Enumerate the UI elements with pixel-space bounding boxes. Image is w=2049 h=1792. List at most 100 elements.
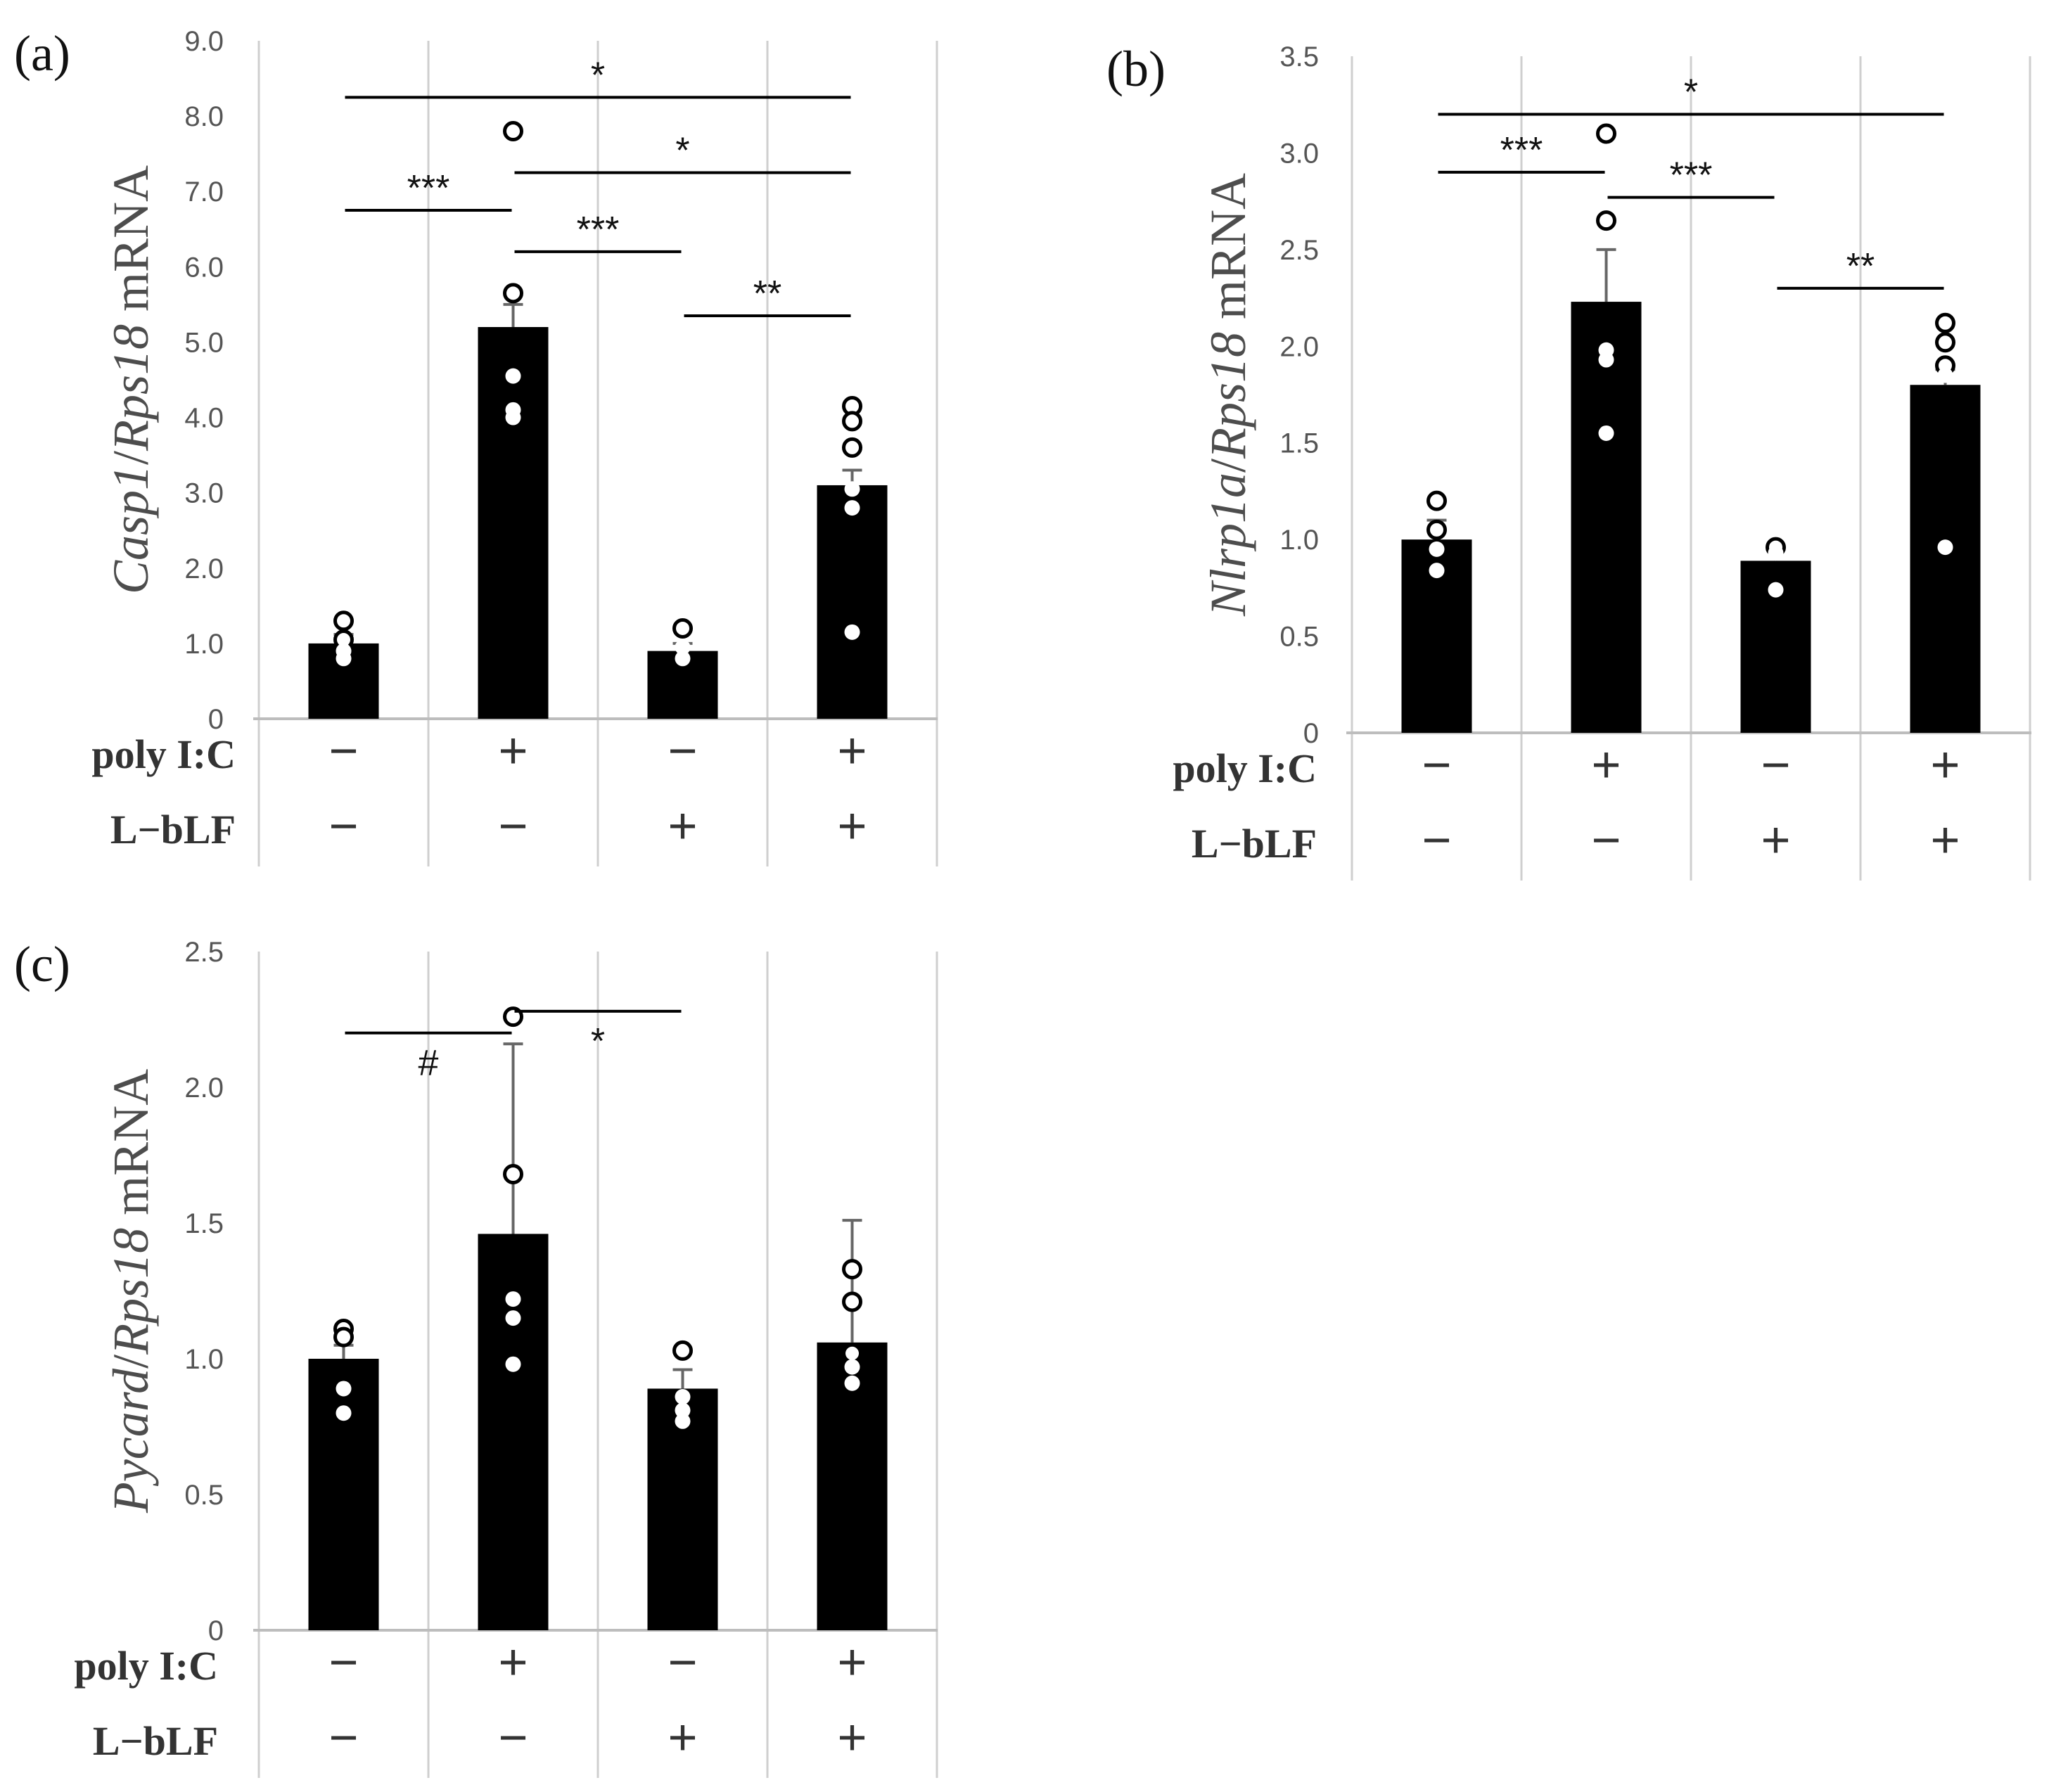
poly-ic-sign: + <box>837 723 867 779</box>
y-axis-label-suffix: mRNA <box>103 1069 159 1228</box>
y-tick-label: 0.5 <box>184 1480 224 1511</box>
y-tick-label: 2.5 <box>184 937 224 968</box>
panel-c-pycard: (c) 0 0.5 1.0 1.5 2.0 2.5 Pycard/Rps18 mRNA # * po… <box>14 936 938 1778</box>
y-tick-label: 3.5 <box>1279 41 1319 72</box>
data-point-filled <box>844 624 860 640</box>
y-axis-label-suffix: mRNA <box>1200 173 1256 332</box>
y-axis-label-gene: Pycard <box>103 1368 159 1513</box>
data-point-filled <box>336 1381 352 1397</box>
significance-label: * <box>675 130 689 171</box>
y-axis-label: Casp1/Rps18 mRNA <box>103 165 159 594</box>
l-blf-sign: + <box>1930 812 1960 869</box>
data-point-filled <box>1598 352 1614 368</box>
l-blf-sign: − <box>1591 812 1621 869</box>
y-tick-label: 1.5 <box>1279 428 1319 459</box>
poly-ic-sign: − <box>668 723 697 779</box>
data-point-filled <box>336 651 352 667</box>
data-point-open <box>503 1164 523 1185</box>
data-point-filled <box>844 1359 860 1375</box>
y-tick-label: 3.0 <box>1279 138 1319 169</box>
significance-label: *** <box>577 210 620 250</box>
y-tick-label: 3.0 <box>184 478 224 509</box>
l-blf-sign: − <box>328 1710 358 1766</box>
significance-label: ** <box>753 274 781 314</box>
significance-label: * <box>1684 72 1698 113</box>
significance-label: * <box>591 1021 605 1062</box>
y-axis-label-gene: Nlrp1a <box>1200 473 1256 617</box>
row-label-poly-ic: poly I:C <box>91 731 236 777</box>
poly-ic-sign: − <box>1422 737 1451 793</box>
data-point-filled <box>1937 367 1953 383</box>
y-tick-label: 8.0 <box>184 101 224 132</box>
bar <box>308 1359 379 1630</box>
l-blf-sign: + <box>668 1710 697 1766</box>
data-point-open <box>672 1340 693 1361</box>
data-point-filled <box>1768 582 1784 598</box>
data-point-filled <box>336 1405 352 1421</box>
poly-ic-sign: − <box>328 723 358 779</box>
l-blf-sign: + <box>668 798 697 855</box>
data-point-open <box>1426 490 1447 511</box>
data-point-filled <box>1937 539 1953 556</box>
y-axis-label-gene: Casp1 <box>103 465 159 594</box>
data-point-open <box>842 437 862 458</box>
data-point-filled <box>844 1375 860 1391</box>
y-tick-label: 5.0 <box>184 327 224 358</box>
data-point-filled <box>675 651 691 667</box>
l-blf-sign: + <box>837 798 867 855</box>
y-tick-label: 2.0 <box>184 1073 224 1103</box>
y-tick-label: 2.0 <box>1279 331 1319 362</box>
data-point-filled <box>844 481 860 497</box>
y-axis-label-reference: Rps18 <box>1200 332 1256 459</box>
poly-ic-sign: − <box>328 1634 358 1691</box>
l-blf-sign: + <box>1761 812 1790 869</box>
row-label-poly-ic: poly I:C <box>74 1643 218 1689</box>
y-tick-label: 0 <box>1303 718 1319 749</box>
data-point-filled <box>1429 541 1445 557</box>
poly-ic-sign: + <box>498 723 528 779</box>
data-point-open <box>1596 210 1616 231</box>
data-point-filled <box>1598 425 1614 441</box>
data-point-filled <box>1768 545 1784 561</box>
y-tick-label: 1.0 <box>1279 525 1319 556</box>
l-blf-sign: − <box>328 798 358 855</box>
row-label-l-blf: L−bLF <box>110 807 236 852</box>
y-tick-label: 0 <box>208 1615 224 1646</box>
y-tick-label: 1.0 <box>184 1344 224 1375</box>
poly-ic-sign: + <box>837 1634 867 1691</box>
data-point-open <box>842 411 862 432</box>
panel-a-casp1: (a) 0 1.0 2.0 3.0 4.0 5.0 6.0 7.0 8.0 9.0 Casp1/Rps… <box>14 25 938 866</box>
data-point-open <box>333 610 354 632</box>
data-point-filled <box>675 639 691 655</box>
significance-label: # <box>419 1043 439 1084</box>
significance-label: ** <box>1846 246 1875 287</box>
y-tick-label: 0 <box>208 704 224 735</box>
data-point-open <box>842 1291 862 1312</box>
y-axis-label-reference: Rps18 <box>103 1228 159 1355</box>
l-blf-sign: + <box>837 1710 867 1766</box>
data-point-filled <box>505 409 521 425</box>
panel-label: (c) <box>14 936 70 992</box>
bar <box>817 485 888 719</box>
data-point-open <box>503 283 523 304</box>
poly-ic-sign: − <box>1761 737 1790 793</box>
data-point-filled <box>505 1291 521 1307</box>
row-label-l-blf: L−bLF <box>93 1718 218 1764</box>
data-point-open <box>1596 123 1616 144</box>
y-axis-label-separator: / <box>1200 459 1256 473</box>
data-point-open <box>333 1326 354 1348</box>
data-point-filled <box>675 1389 691 1405</box>
y-tick-label: 7.0 <box>184 177 224 207</box>
significance-label: *** <box>1500 130 1543 171</box>
l-blf-sign: − <box>498 798 528 855</box>
panel-b-nlrp1a: (b) 0 0.5 1.0 1.5 2.0 2.5 3.0 3.5 Nlrp1a/Rps18 mR… <box>1106 41 2031 881</box>
significance-label: *** <box>407 168 450 209</box>
l-blf-sign: − <box>498 1710 528 1766</box>
panel-label: (b) <box>1106 41 1166 97</box>
bar <box>1571 302 1642 733</box>
poly-ic-sign: + <box>498 1634 528 1691</box>
poly-ic-sign: + <box>1930 737 1960 793</box>
y-tick-label: 4.0 <box>184 403 224 434</box>
y-tick-label: 9.0 <box>184 26 224 57</box>
